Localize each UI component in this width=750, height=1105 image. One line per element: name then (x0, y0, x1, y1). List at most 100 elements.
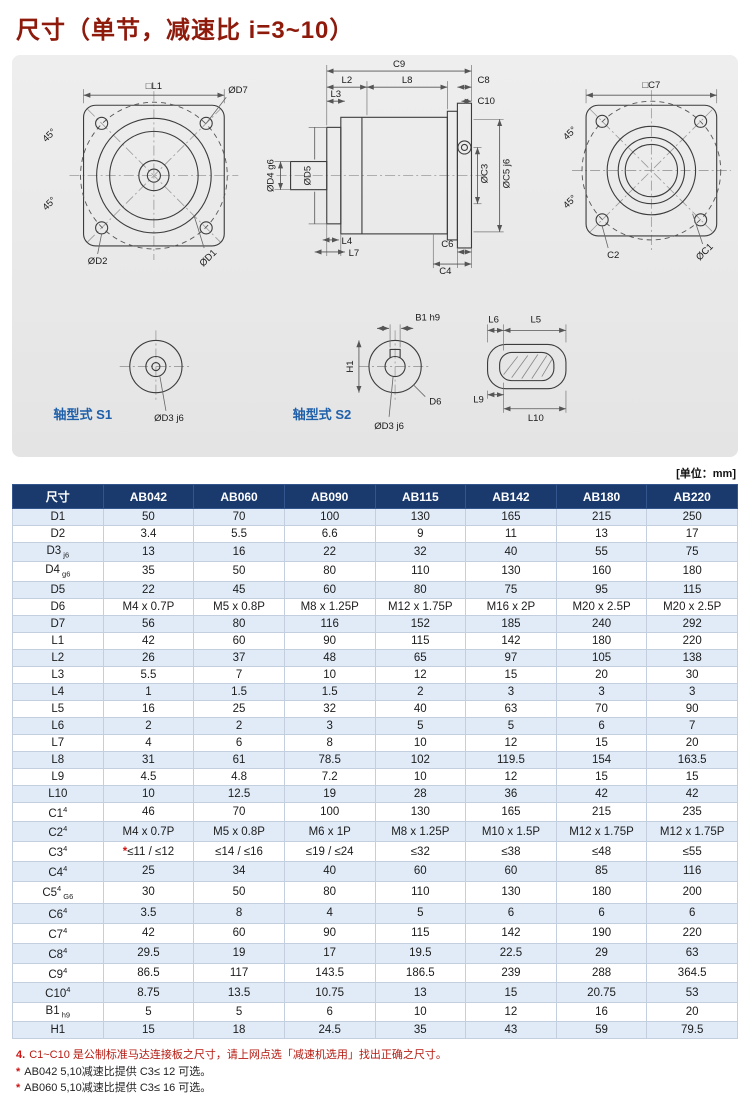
cell-value: M6 x 1P (283, 821, 376, 843)
cell-value: 18 (193, 1021, 285, 1040)
dim-label-d4: ØD4 g6 (265, 159, 276, 192)
cell-value: 59 (555, 1021, 648, 1040)
table-row: C14 46 70 100 130 165 215 235 (12, 801, 738, 823)
table-row: D5 22 45 60 80 75 95 115 (12, 580, 738, 599)
cell-value: 15 (102, 1021, 195, 1040)
cell-value: 20.75 (555, 982, 648, 1004)
cell-value: 6 (465, 903, 557, 924)
row-label: H1 (12, 1021, 104, 1040)
cell-value: 1 (102, 682, 195, 701)
cell-value: 200 (646, 880, 738, 905)
cell-value: 15 (465, 665, 557, 684)
shaft-s1-drawing: ØD3 j6 轴型式 S1 (53, 330, 193, 424)
keyway-detail-drawing: L6 L5 L9 L10 (473, 314, 567, 424)
cell-value: 40 (465, 541, 557, 563)
cell-value: ≤19 / ≤24 (283, 841, 376, 863)
cell-value: 163.5 (646, 750, 738, 769)
table-row: C44 25 34 40 60 60 85 116 (12, 861, 738, 882)
cell-value: *≤11 / ≤12 (102, 841, 195, 863)
dim-label-c1: ØC1 (694, 241, 716, 263)
cell-value: 1.5 (283, 682, 376, 701)
table-row: L10 10 12.5 19 28 36 42 42 (12, 784, 738, 803)
row-label: D2 (12, 525, 104, 543)
table-row: L3 5.5 7 10 12 15 20 30 (12, 665, 738, 684)
cell-value: 138 (646, 648, 738, 667)
cell-value: 5.5 (193, 525, 285, 543)
dim-label-l4: L4 (342, 236, 353, 247)
cell-value: 40 (374, 699, 467, 718)
row-label: C64 (12, 903, 104, 924)
cell-value: 6 (283, 1002, 376, 1023)
cell-value: 86.5 (102, 962, 195, 984)
cell-value: 10.75 (283, 982, 376, 1004)
cell-value: 115 (646, 580, 738, 599)
cell-value: 79.5 (646, 1021, 738, 1040)
cell-value: 185 (465, 614, 557, 633)
dim-label-d2: ØD2 (88, 256, 108, 267)
row-label: L6 (12, 716, 104, 735)
cell-value: 12 (465, 1002, 557, 1023)
footnote-text: AB042 5,10减速比提供 C3≤ 12 可选。 (24, 1065, 212, 1078)
cell-value: M12 x 1.75P (374, 597, 467, 616)
cell-value: 2 (102, 716, 195, 735)
table-row: D6 M4 x 0.7P M5 x 0.8P M8 x 1.25P M12 x 1.75… (12, 597, 738, 616)
table-row: L7 4 6 8 10 12 15 20 (12, 733, 738, 752)
cell-value: 29.5 (102, 942, 195, 964)
cell-value: 37 (193, 648, 285, 667)
cell-value: 4 (102, 733, 195, 752)
cell-value: 40 (283, 861, 376, 882)
cell-value: 42 (555, 784, 648, 803)
table-row: C24 M4 x 0.7P M5 x 0.8P M6 x 1P M8 x 1.25P M1… (12, 821, 738, 843)
row-label: L10 (12, 784, 104, 803)
dim-label-c10: C10 (478, 96, 496, 107)
shaft-type-s2-label: 轴型式 S2 (293, 407, 352, 422)
dim-label-45-right-top: 45° (561, 125, 579, 143)
cell-value: 36 (465, 784, 557, 803)
cell-value: 17 (646, 525, 738, 543)
cell-value: M12 x 1.75P (555, 821, 648, 843)
cell-value: 142 (465, 631, 557, 650)
cell-value: 80 (193, 614, 285, 633)
row-label: B1 h9 (12, 1002, 104, 1023)
cell-value: 80 (283, 880, 376, 905)
cell-value: 70 (555, 699, 648, 718)
cell-value: 4.8 (193, 767, 285, 786)
cell-value: 110 (374, 880, 467, 905)
table-row: D4 g6 35 50 80 110 130 160 180 (12, 561, 738, 582)
footnote-line: * AB042 5,10减速比提供 C3≤ 12 可选。 (16, 1064, 736, 1081)
dim-label-45-top-left: 45° (41, 127, 59, 145)
dim-label-c3: ØC3 (480, 164, 491, 184)
table-row: C64 3.5 8 4 5 6 6 6 (12, 903, 738, 924)
cell-value: 45 (193, 580, 285, 599)
row-label: D7 (12, 614, 104, 633)
footnote-text: AB060 5,10减速比提供 C3≤ 16 可选。 (24, 1082, 212, 1095)
cell-value: 190 (555, 922, 648, 944)
shaft-s2-drawing: B1 h9 H1 D6 ØD3 j6 轴型式 S2 (293, 312, 442, 432)
col-header-model: AB042 (102, 484, 195, 509)
row-label: C94 (12, 962, 104, 984)
cell-value: 220 (646, 631, 738, 650)
cell-value: 30 (102, 880, 195, 905)
table-row: L1 42 60 90 115 142 180 220 (12, 631, 738, 650)
dim-label-l1: □L1 (146, 81, 162, 92)
table-row: L8 31 61 78.5 102 119.5 154 163.5 (12, 750, 738, 769)
row-label: D1 (12, 508, 104, 526)
cell-value: 10 (283, 665, 376, 684)
cell-value: 110 (374, 561, 467, 582)
row-label: D5 (12, 580, 104, 599)
technical-drawings-panel: □L1 ØD7 45° 45° ØD2 ØD1 (12, 55, 738, 457)
cell-value: 56 (102, 614, 195, 633)
cell-value: 116 (283, 614, 376, 633)
cell-value: M5 x 0.8P (193, 821, 285, 843)
table-row: L4 1 1.5 1.5 2 3 3 3 (12, 682, 738, 701)
row-label: D6 (12, 597, 104, 616)
col-header-dim: 尺寸 (12, 484, 104, 509)
cell-value: 4.5 (102, 767, 195, 786)
cell-value: 15 (465, 982, 557, 1004)
cell-value: 116 (646, 861, 738, 882)
cell-value: 12.5 (193, 784, 285, 803)
cell-value: 80 (374, 580, 467, 599)
cell-value: 288 (555, 962, 648, 984)
cell-value: 60 (193, 631, 285, 650)
cell-value: 8 (193, 903, 285, 924)
